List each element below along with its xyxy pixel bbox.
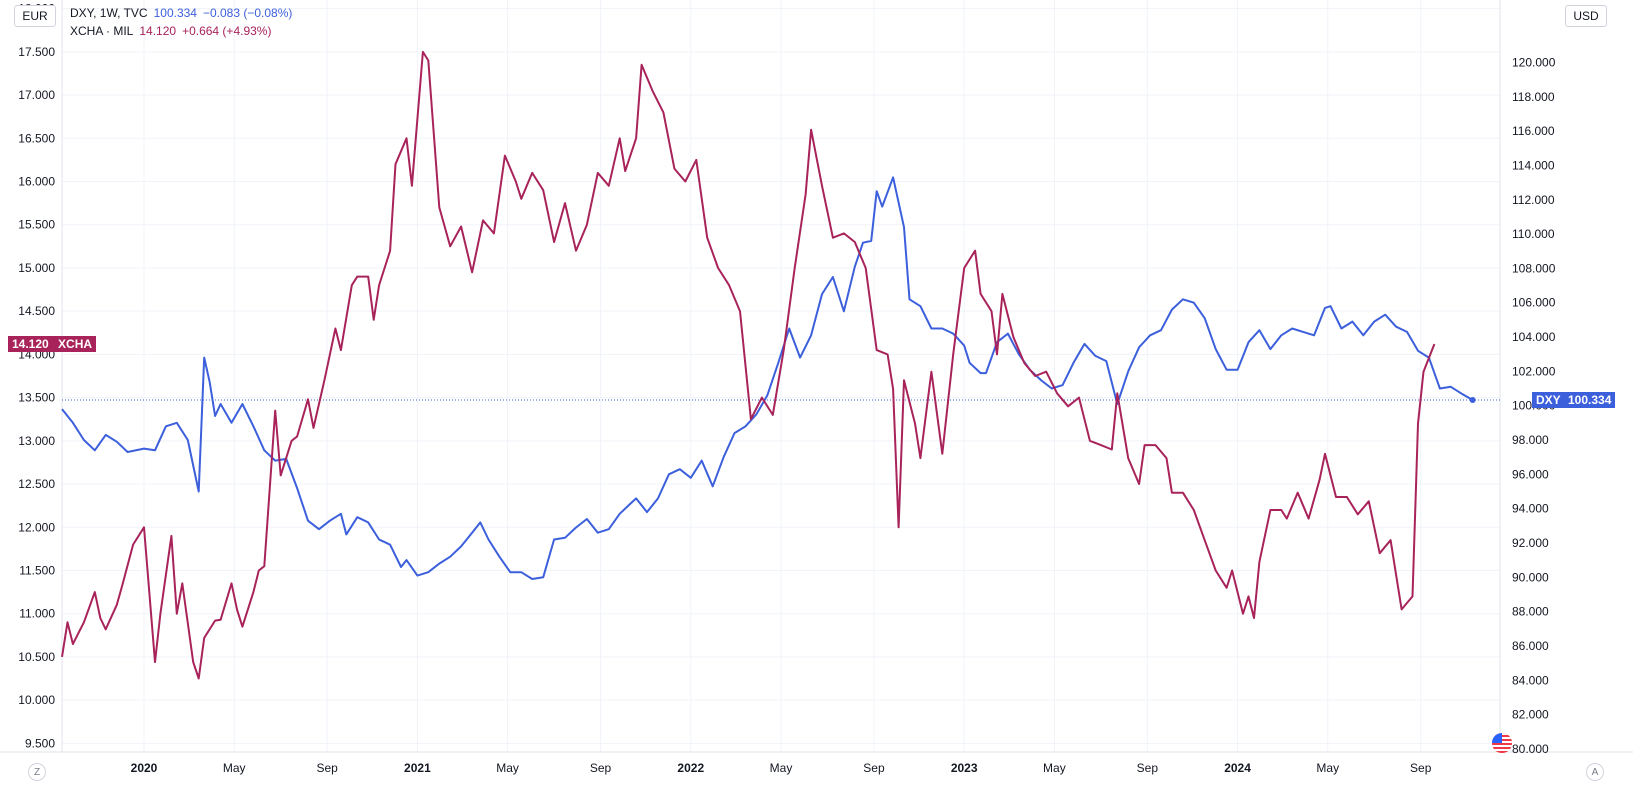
legend-xcha-value: 14.120 <box>139 24 177 38</box>
time-tick-label: May <box>1316 761 1339 775</box>
legend-xcha-change: +0.664 (+4.93%) <box>182 24 272 38</box>
left-tick-label: 11.500 <box>19 563 55 577</box>
legend-dxy[interactable]: DXY, 1W, TVC 100.334 −0.083 (−0.08%) <box>70 6 298 20</box>
series-line-xcha <box>61 50 1436 680</box>
xcha-price-tag-value: 14.120 <box>12 337 49 352</box>
legend-dxy-symbol: DXY, 1W, TVC <box>70 6 148 20</box>
time-tick-label: May <box>1043 761 1066 775</box>
left-tick-label: 11.000 <box>19 607 55 621</box>
left-currency-button[interactable]: EUR <box>14 5 56 27</box>
left-tick-label: 17.000 <box>18 88 55 102</box>
right-tick-label: 82.000 <box>1512 708 1549 722</box>
time-tick-label: 2022 <box>677 761 704 775</box>
legend-xcha-symbol: XCHA · MIL <box>70 24 134 38</box>
right-tick-label: 116.000 <box>1512 124 1555 138</box>
time-tick-label: 2021 <box>404 761 431 775</box>
legend-dxy-change: −0.083 (−0.08%) <box>202 6 293 20</box>
auto-scale-button[interactable]: A <box>1586 763 1604 781</box>
dxy-price-tag: 100.334 <box>1564 391 1616 408</box>
left-tick-label: 17.500 <box>18 45 55 59</box>
xcha-price-tag-label: XCHA <box>58 337 93 352</box>
right-tick-label: 98.000 <box>1512 433 1549 447</box>
right-tick-label: 96.000 <box>1512 467 1549 481</box>
right-tick-label: 110.000 <box>1512 227 1555 241</box>
left-tick-label: 9.500 <box>25 736 55 750</box>
left-tick-label: 12.000 <box>18 520 55 534</box>
right-tick-label: 86.000 <box>1512 639 1549 653</box>
right-tick-label: 102.000 <box>1512 364 1556 378</box>
time-tick-label: 2023 <box>951 761 978 775</box>
left-tick-label: 15.000 <box>18 261 55 275</box>
time-tick-label: 2024 <box>1224 761 1251 775</box>
time-tick-label: May <box>496 761 519 775</box>
time-axis[interactable]: 2020 May Sep 2021 May Sep 2022 May Sep 2023 May Sep… <box>131 761 1432 775</box>
right-tick-label: 80.000 <box>1512 742 1549 756</box>
xcha-price-tag: 14.120 XCHA <box>8 336 97 353</box>
us-flag-event-icon[interactable] <box>1492 733 1512 753</box>
time-tick-label: Sep <box>1137 761 1159 775</box>
left-tick-label: 16.500 <box>18 131 55 145</box>
left-tick-label: 13.500 <box>18 391 55 405</box>
left-tick-label: 15.500 <box>18 218 55 232</box>
right-tick-label: 88.000 <box>1512 605 1549 619</box>
time-tick-label: Sep <box>590 761 612 775</box>
left-tick-label: 12.500 <box>18 477 55 491</box>
right-tick-label: 94.000 <box>1512 502 1549 516</box>
left-tick-label: 10.000 <box>18 693 55 707</box>
right-tick-label: 120.000 <box>1512 55 1556 69</box>
left-tick-label: 13.000 <box>18 434 55 448</box>
right-tick-label: 84.000 <box>1512 673 1549 687</box>
time-tick-label: Sep <box>1410 761 1432 775</box>
left-tick-label: 16.000 <box>18 175 55 189</box>
time-tick-label: May <box>223 761 246 775</box>
dxy-last-point <box>1469 397 1476 404</box>
left-tick-label: 10.500 <box>18 650 55 664</box>
right-tick-label: 92.000 <box>1512 536 1549 550</box>
time-tick-label: Sep <box>863 761 885 775</box>
right-currency-button[interactable]: USD <box>1565 5 1607 27</box>
time-tick-label: Sep <box>317 761 339 775</box>
right-tick-label: 108.000 <box>1512 261 1556 275</box>
series-line-dxy <box>61 176 1474 580</box>
legend-xcha[interactable]: XCHA · MIL 14.120 +0.664 (+4.93%) <box>70 24 277 38</box>
right-tick-label: 106.000 <box>1512 296 1556 310</box>
series-lines <box>61 50 1500 680</box>
time-tick-label: 2020 <box>131 761 158 775</box>
right-tick-label: 112.000 <box>1512 193 1555 207</box>
grid <box>62 0 1500 752</box>
right-tick-label: 104.000 <box>1512 330 1556 344</box>
right-tick-label: 118.000 <box>1512 90 1555 104</box>
dxy-label-tag: DXY <box>1532 391 1565 408</box>
pane-borders <box>0 0 1633 753</box>
right-tick-label: 90.000 <box>1512 570 1549 584</box>
left-price-axis[interactable]: 9.500 10.000 10.500 11.000 11.500 12.000 12.50… <box>18 2 55 751</box>
legend-dxy-value: 100.334 <box>153 6 197 20</box>
left-tick-label: 14.500 <box>18 304 55 318</box>
time-tick-label: May <box>770 761 793 775</box>
zoom-reset-button[interactable]: Z <box>28 763 46 781</box>
right-tick-label: 114.000 <box>1512 158 1555 172</box>
